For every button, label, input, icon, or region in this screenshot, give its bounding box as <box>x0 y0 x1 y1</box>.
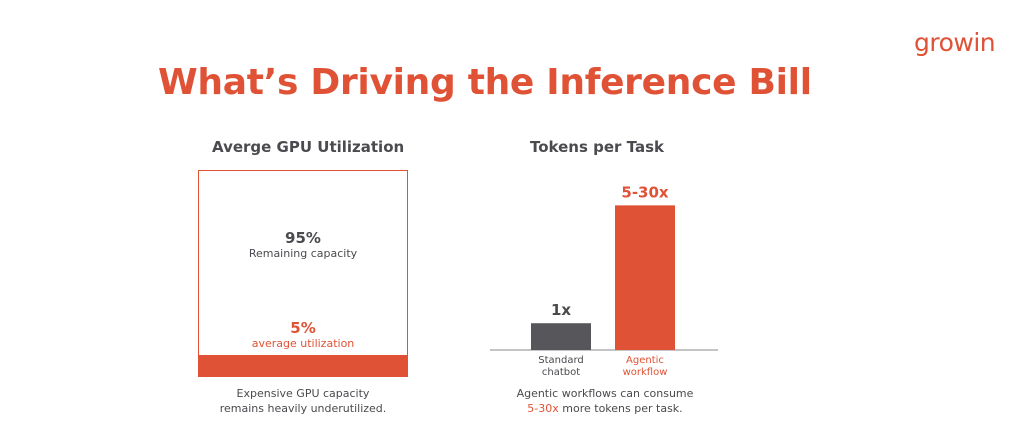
utilization-group: 5% average utilization <box>199 319 407 350</box>
tokens-caption-line1: Agentic workflows can consume <box>516 387 694 400</box>
bar-value-label: 5-30x <box>621 183 669 201</box>
utilization-label: average utilization <box>251 337 355 350</box>
utilization-fill-bar <box>199 355 407 376</box>
category-label: Agentic <box>626 355 664 366</box>
tokens-caption-highlight: 5-30x <box>527 402 559 415</box>
category-label: workflow <box>623 367 668 378</box>
tokens-caption: Agentic workflows can consume 5-30x more… <box>470 386 740 416</box>
utilization-value: 5% <box>290 319 316 337</box>
bar-value-label: 1x <box>551 301 571 319</box>
tokens-caption-line2: 5-30x more tokens per task. <box>470 401 740 416</box>
bar-standard-chatbot <box>531 323 591 350</box>
category-label: Standard <box>538 355 584 366</box>
gpu-utilization-box: 95% Remaining capacity 5% average utiliz… <box>198 170 408 377</box>
remaining-capacity-value: 95% <box>285 229 321 247</box>
remaining-capacity-label: Remaining capacity <box>248 247 358 260</box>
category-label: chatbot <box>542 367 580 378</box>
slide-title: What’s Driving the Inference Bill <box>158 62 812 103</box>
gpu-caption-line2: remains heavily underutilized. <box>219 402 387 415</box>
bar-agentic-workflow <box>615 205 675 350</box>
gpu-caption: Expensive GPU capacity remains heavily u… <box>198 386 408 416</box>
tokens-panel-title: Tokens per Task <box>530 138 664 156</box>
tokens-caption-rest: more tokens per task. <box>558 402 683 415</box>
growin-logo: growin <box>914 28 996 57</box>
remaining-capacity-group: 95% Remaining capacity <box>199 229 407 260</box>
tokens-bar-chart: 1x Standard chatbot 5-30x Agentic workflow <box>470 170 740 385</box>
gpu-panel-title: Averge GPU Utilization <box>212 138 405 156</box>
gpu-caption-line1: Expensive GPU capacity <box>236 387 370 400</box>
